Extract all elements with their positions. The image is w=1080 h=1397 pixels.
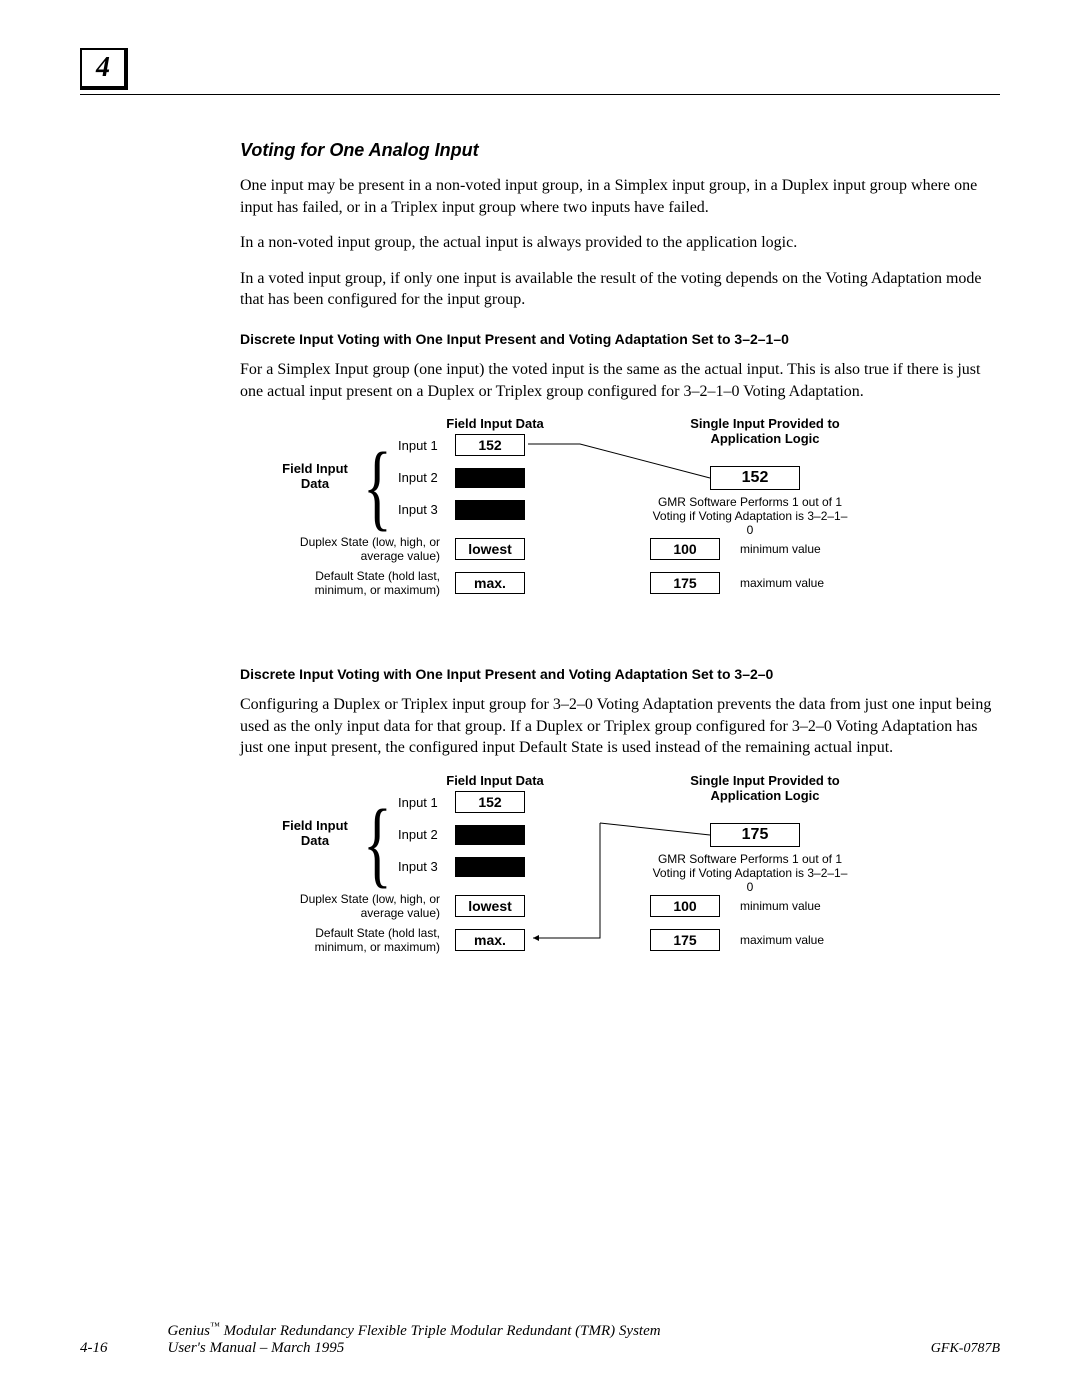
brace-icon-2: {: [363, 789, 392, 899]
min-box: 100: [650, 538, 720, 560]
paragraph-5: Configuring a Duplex or Triplex input gr…: [240, 694, 1000, 759]
input1-box: 152: [455, 434, 525, 456]
gmr-subtext: GMR Software Performs 1 out of 1 Voting …: [650, 496, 850, 537]
result-box: 152: [710, 466, 800, 490]
gmr-subtext-2: GMR Software Performs 1 out of 1 Voting …: [650, 853, 850, 894]
input2-label: Input 2: [398, 470, 438, 485]
input3-label: Input 3: [398, 502, 438, 517]
input2-label-2: Input 2: [398, 827, 438, 842]
footer-doc-id: GFK-0787B: [931, 1341, 1000, 1357]
input1-label-2: Input 1: [398, 795, 438, 810]
max-val-box-2: 175: [650, 929, 720, 951]
subheading-1: Discrete Input Voting with One Input Pre…: [240, 331, 1000, 347]
subheading-2: Discrete Input Voting with One Input Pre…: [240, 666, 1000, 682]
input1-box-2: 152: [455, 791, 525, 813]
duplex-caption-2: Duplex State (low, high, or average valu…: [270, 893, 440, 921]
diagram-2: Field Input Data Single Input Provided t…: [250, 773, 950, 993]
input2-box-dark: [455, 468, 525, 488]
input3-box-dark: [455, 500, 525, 520]
footer-title-c: User's Manual – March 1995: [168, 1340, 345, 1356]
footer-title-b: Modular Redundancy Flexible Triple Modul…: [220, 1323, 661, 1339]
max-box-2: max.: [455, 929, 525, 951]
chapter-number: 4: [80, 48, 128, 90]
result-box-2: 175: [710, 823, 800, 847]
lowest-box-2: lowest: [455, 895, 525, 917]
single-input-header: Single Input Provided to Application Log…: [665, 416, 865, 446]
default-caption-2: Default State (hold last, minimum, or ma…: [270, 927, 440, 955]
duplex-caption: Duplex State (low, high, or average valu…: [270, 536, 440, 564]
footer-title: Genius™ Modular Redundancy Flexible Trip…: [168, 1321, 931, 1357]
page-content: Voting for One Analog Input One input ma…: [240, 140, 1000, 993]
default-caption: Default State (hold last, minimum, or ma…: [270, 570, 440, 598]
lowest-box: lowest: [455, 538, 525, 560]
single-input-header-2: Single Input Provided to Application Log…: [665, 773, 865, 803]
field-input-data-label-2: Field Input Data: [270, 818, 360, 848]
diagram-1: Field Input Data Single Input Provided t…: [250, 416, 950, 636]
footer-page-num: 4-16: [80, 1340, 108, 1357]
top-rule: [80, 94, 1000, 95]
paragraph-4: For a Simplex Input group (one input) th…: [240, 359, 1000, 402]
paragraph-3: In a voted input group, if only one inpu…: [240, 268, 1000, 311]
min-label-2: minimum value: [740, 899, 821, 913]
paragraph-2: In a non-voted input group, the actual i…: [240, 232, 1000, 254]
input1-label: Input 1: [398, 438, 438, 453]
brace-icon: {: [363, 432, 392, 542]
input2-box-dark-2: [455, 825, 525, 845]
footer-title-a: Genius: [168, 1323, 211, 1339]
input3-label-2: Input 3: [398, 859, 438, 874]
min-box-2: 100: [650, 895, 720, 917]
min-label: minimum value: [740, 542, 821, 556]
paragraph-1: One input may be present in a non-voted …: [240, 175, 1000, 218]
input3-box-dark-2: [455, 857, 525, 877]
field-input-data-label: Field Input Data: [270, 461, 360, 491]
page-footer: 4-16 Genius™ Modular Redundancy Flexible…: [80, 1321, 1000, 1357]
field-input-data-header-2: Field Input Data: [430, 773, 560, 788]
max-box: max.: [455, 572, 525, 594]
field-input-data-header: Field Input Data: [430, 416, 560, 431]
max-label-2: maximum value: [740, 933, 824, 947]
max-val-box: 175: [650, 572, 720, 594]
section-title: Voting for One Analog Input: [240, 140, 1000, 161]
tm-icon: ™: [210, 1321, 220, 1332]
max-label: maximum value: [740, 576, 824, 590]
